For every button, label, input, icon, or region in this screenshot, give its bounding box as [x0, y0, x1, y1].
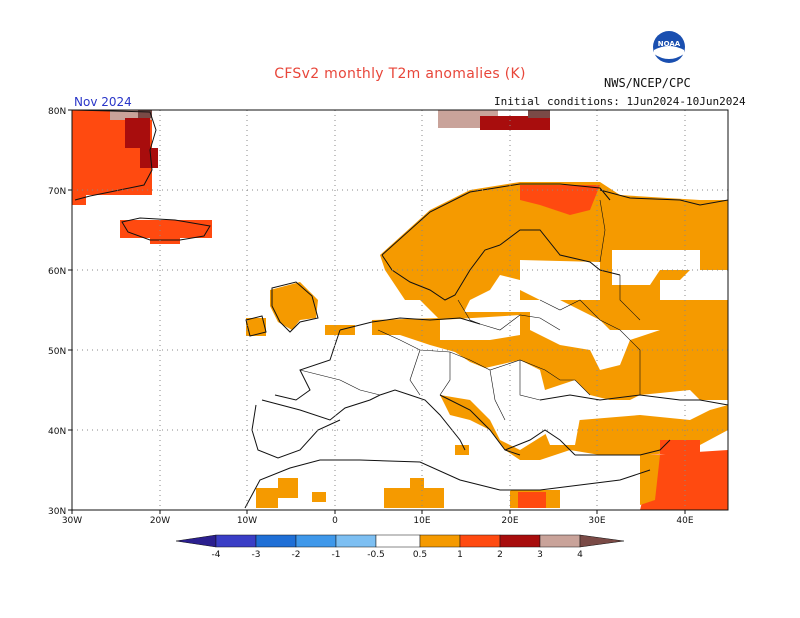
latitude-labels: 80N 70N 60N 50N 40N 30N	[48, 107, 66, 517]
legend-swatch	[579, 534, 625, 548]
lat-label: 50N	[48, 347, 66, 357]
organization-label: NWS/NCEP/CPC	[604, 76, 691, 90]
legend-swatch	[499, 534, 541, 548]
noaa-logo: NOAA	[653, 31, 685, 63]
lat-label: 80N	[48, 107, 66, 117]
legend-swatch	[539, 534, 581, 548]
legend-swatch	[335, 534, 377, 548]
legend-tick: -4	[212, 550, 221, 560]
map-title: CFSv2 monthly T2m anomalies (K)	[274, 66, 526, 82]
legend-tick: 0.5	[413, 550, 427, 560]
legend-tick: 4	[577, 550, 583, 560]
legend-swatch	[255, 534, 297, 548]
legend-tick: -3	[252, 550, 261, 560]
color-legend: -4 -3 -2 -1 -0.5 0.5 1 2 3 4	[175, 534, 625, 560]
country-borders	[299, 199, 641, 421]
lat-label: 60N	[48, 267, 66, 277]
lon-label: 0	[332, 516, 338, 526]
initial-conditions: Initial conditions: 1Jun2024-10Jun2024	[494, 95, 746, 108]
lon-label: 10E	[413, 516, 430, 526]
lon-label: 40E	[676, 516, 693, 526]
lon-label: 20W	[150, 516, 170, 526]
legend-tick: -1	[332, 550, 341, 560]
legend-tick: -2	[292, 550, 301, 560]
noaa-logo-text: NOAA	[658, 40, 681, 48]
legend-tick: -0.5	[367, 550, 385, 560]
lon-label: 30E	[588, 516, 605, 526]
lat-label: 30N	[48, 507, 66, 517]
anomaly-shading	[72, 110, 728, 510]
forecast-month: Nov 2024	[74, 95, 132, 109]
legend-swatch	[295, 534, 337, 548]
longitude-labels: 30W 20W 10W 0 10E 20E 30E 40E	[62, 516, 694, 526]
lon-label: 30W	[62, 516, 82, 526]
legend-tick: 1	[457, 550, 463, 560]
legend-swatch	[375, 534, 421, 548]
legend-tick: 2	[497, 550, 503, 560]
legend-swatch	[175, 534, 217, 548]
legend-swatch	[419, 534, 461, 548]
lat-label: 70N	[48, 187, 66, 197]
lat-label: 40N	[48, 427, 66, 437]
coastlines	[71, 109, 729, 509]
map-frame	[71, 109, 729, 511]
legend-swatch	[215, 534, 257, 548]
legend-swatch	[459, 534, 501, 548]
lon-label: 20E	[501, 516, 518, 526]
ticks	[68, 109, 686, 514]
legend-tick: 3	[537, 550, 543, 560]
graticule	[72, 110, 728, 510]
lon-label: 10W	[237, 516, 257, 526]
